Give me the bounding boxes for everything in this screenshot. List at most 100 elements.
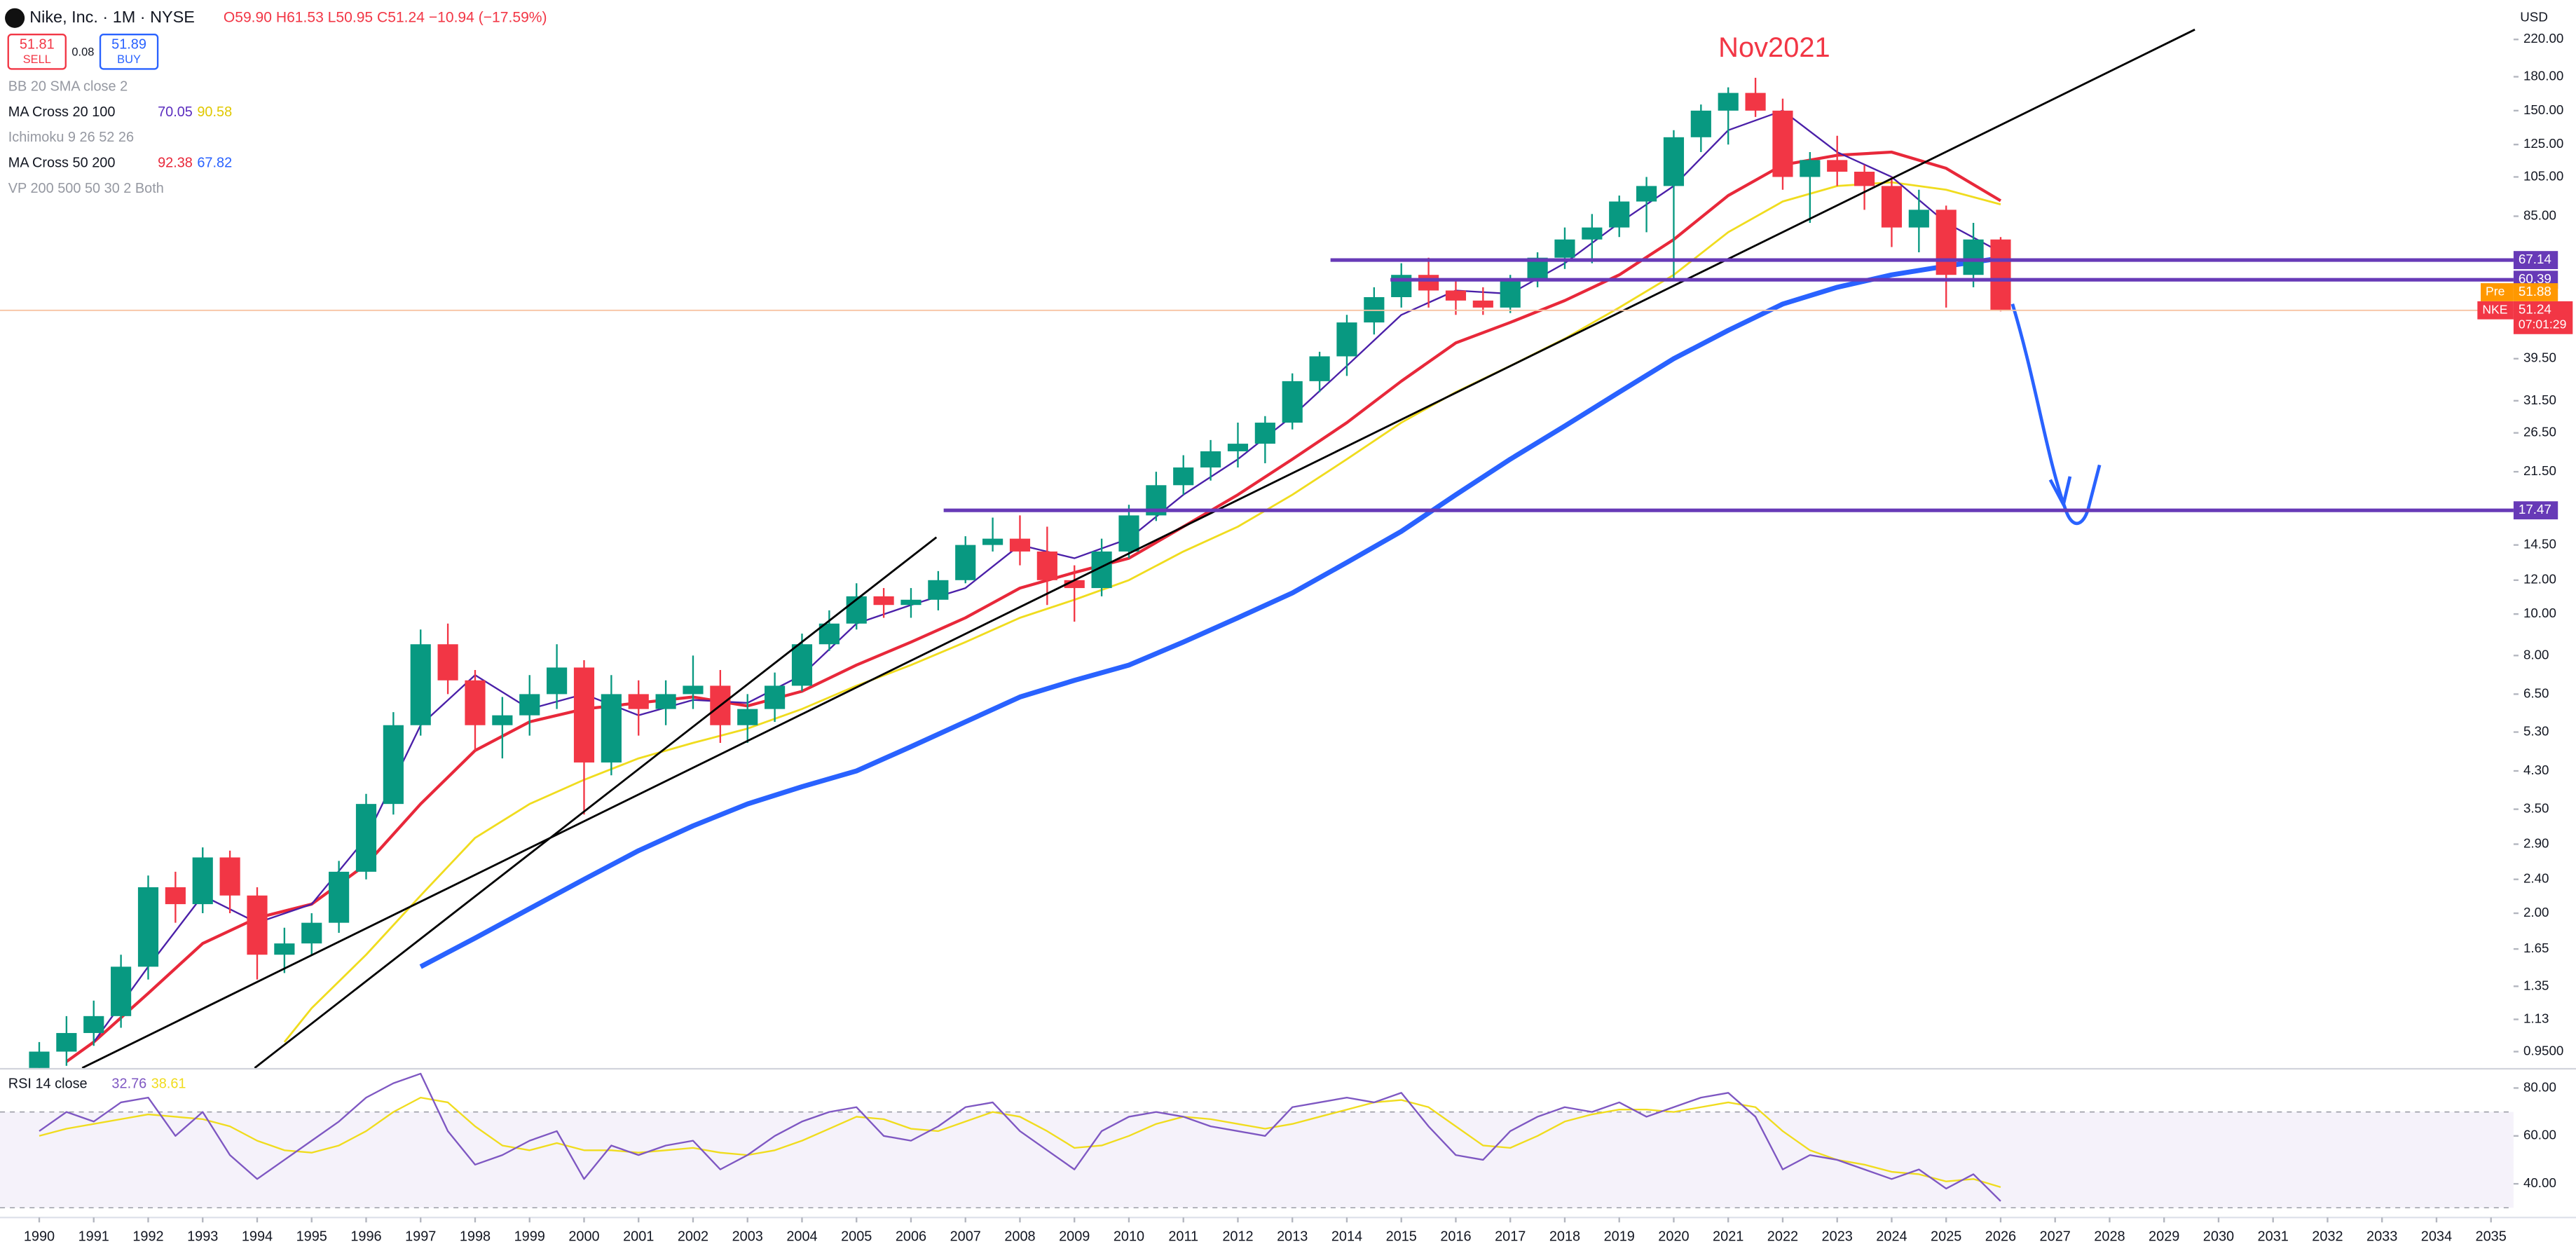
x-tick-label: 2022 bbox=[1767, 1229, 1798, 1245]
candle-body bbox=[1554, 239, 1575, 258]
candle-body bbox=[1227, 444, 1249, 451]
indicator-name: VP 200 500 50 30 2 Both bbox=[8, 181, 164, 196]
candle-body bbox=[683, 685, 704, 695]
x-tick-label: 2016 bbox=[1440, 1229, 1471, 1245]
spread: 0.08 bbox=[71, 46, 94, 58]
x-tick-label: 2033 bbox=[2366, 1229, 2397, 1245]
x-tick-label: 2023 bbox=[1822, 1229, 1853, 1245]
candle-body bbox=[1663, 137, 1685, 186]
level-tag-label: 60.39 bbox=[2519, 271, 2551, 286]
y-tick-label: 1.35 bbox=[2523, 978, 2549, 992]
candle-body bbox=[492, 715, 513, 725]
candle-body bbox=[1173, 467, 1194, 486]
buy-label[interactable]: BUY bbox=[117, 53, 141, 66]
x-tick-label: 2014 bbox=[1331, 1229, 1362, 1245]
sell-price[interactable]: 51.81 bbox=[20, 37, 55, 53]
candle-body bbox=[846, 596, 867, 624]
candle-body bbox=[83, 1016, 104, 1033]
x-tick-label: 2020 bbox=[1658, 1229, 1689, 1245]
buy-button[interactable]: 51.89 BUY bbox=[99, 34, 159, 70]
candle-body bbox=[165, 887, 186, 905]
y-tick-label: 2.90 bbox=[2523, 835, 2549, 850]
candle-body bbox=[383, 725, 404, 805]
x-tick-label: 2025 bbox=[1931, 1229, 1961, 1245]
rsi-legend-value: 32.76 bbox=[111, 1076, 146, 1092]
candle-body bbox=[1963, 239, 1984, 275]
x-tick-label: 2009 bbox=[1059, 1229, 1090, 1245]
x-tick-label: 2017 bbox=[1495, 1229, 1526, 1245]
y-tick-label: 2.00 bbox=[2523, 905, 2549, 920]
sell-label[interactable]: SELL bbox=[23, 53, 51, 66]
symbol-tag-label: NKE bbox=[2482, 302, 2507, 316]
pre-tag-label: Pre bbox=[2486, 285, 2505, 299]
candle-body bbox=[1827, 160, 1848, 172]
x-tick-label: 2021 bbox=[1713, 1229, 1743, 1245]
y-tick-label: 4.30 bbox=[2523, 763, 2549, 777]
currency: USD bbox=[2520, 10, 2548, 25]
buy-price[interactable]: 51.89 bbox=[111, 37, 146, 53]
candle-body bbox=[765, 685, 786, 709]
x-tick-label: 2005 bbox=[841, 1229, 872, 1245]
buy-box[interactable] bbox=[99, 34, 159, 70]
rsi-tick-label: 60.00 bbox=[2523, 1128, 2556, 1142]
x-tick-label: 2001 bbox=[623, 1229, 654, 1245]
level-tag-label: 17.47 bbox=[2519, 502, 2551, 517]
candle-body bbox=[601, 694, 622, 763]
level-tag bbox=[2513, 501, 2558, 520]
y-tick-label: 3.50 bbox=[2523, 801, 2549, 816]
logo bbox=[5, 8, 25, 28]
x-tick-label: 2006 bbox=[896, 1229, 926, 1245]
x-tick-label: 1994 bbox=[242, 1229, 273, 1245]
symbol-tag bbox=[2477, 301, 2514, 320]
indicator-name: BB 20 SMA close 2 bbox=[8, 79, 128, 95]
candle-body bbox=[1009, 538, 1031, 552]
candle-body bbox=[1582, 227, 1603, 240]
candle-body bbox=[1118, 515, 1139, 552]
x-tick-label: 1996 bbox=[350, 1229, 381, 1245]
x-tick-label: 2031 bbox=[2258, 1229, 2289, 1245]
indicator-value: 67.82 bbox=[197, 156, 232, 171]
y-tick-label: 5.30 bbox=[2523, 724, 2549, 739]
trend-line bbox=[81, 28, 2195, 1069]
candle-body bbox=[1472, 300, 1493, 308]
x-tick-label: 1995 bbox=[296, 1229, 327, 1245]
x-tick-label: 2003 bbox=[732, 1229, 763, 1245]
indicator-name: MA Cross 50 200 bbox=[8, 156, 116, 171]
candle-body bbox=[465, 680, 486, 725]
candle-body bbox=[410, 644, 431, 725]
candle-body bbox=[56, 1032, 77, 1052]
candle-body bbox=[1282, 381, 1303, 423]
rsi-line bbox=[39, 1072, 2001, 1202]
candle-body bbox=[192, 857, 213, 905]
x-tick-label: 1990 bbox=[24, 1229, 55, 1245]
level-tag-label: 67.14 bbox=[2519, 252, 2551, 266]
x-tick-label: 2011 bbox=[1168, 1229, 1198, 1245]
countdown: 07:01:29 bbox=[2519, 317, 2566, 331]
candle-body bbox=[655, 694, 676, 709]
x-tick-label: 2008 bbox=[1004, 1229, 1035, 1245]
rsi-ma-line bbox=[39, 1096, 2001, 1188]
price-tag-label: 51.24 bbox=[2519, 302, 2551, 317]
candle-body bbox=[928, 580, 949, 600]
y-tick-label: 180.00 bbox=[2523, 68, 2563, 83]
x-tick-label: 2004 bbox=[786, 1229, 817, 1245]
x-tick-label: 2007 bbox=[950, 1229, 981, 1245]
candle-body bbox=[29, 1051, 50, 1068]
candle-body bbox=[1036, 551, 1057, 580]
candle-body bbox=[573, 667, 595, 763]
y-tick-label: 6.50 bbox=[2523, 685, 2549, 700]
drawings bbox=[81, 28, 2195, 1069]
x-tick-label: 1992 bbox=[132, 1229, 163, 1245]
rsi-title: RSI 14 close bbox=[8, 1076, 88, 1092]
candle-body bbox=[1745, 93, 1766, 111]
y-tick-label: 39.50 bbox=[2523, 350, 2556, 365]
y-tick-label: 21.50 bbox=[2523, 463, 2556, 478]
candle-body bbox=[355, 804, 377, 872]
sell-button[interactable]: 51.81 SELL bbox=[7, 34, 67, 70]
sell-box[interactable] bbox=[7, 34, 67, 70]
y-tick-label: 1.13 bbox=[2523, 1011, 2549, 1025]
candle-body bbox=[1772, 110, 1793, 177]
candle-body bbox=[437, 644, 458, 681]
y-tick-label: 220.00 bbox=[2523, 31, 2563, 46]
